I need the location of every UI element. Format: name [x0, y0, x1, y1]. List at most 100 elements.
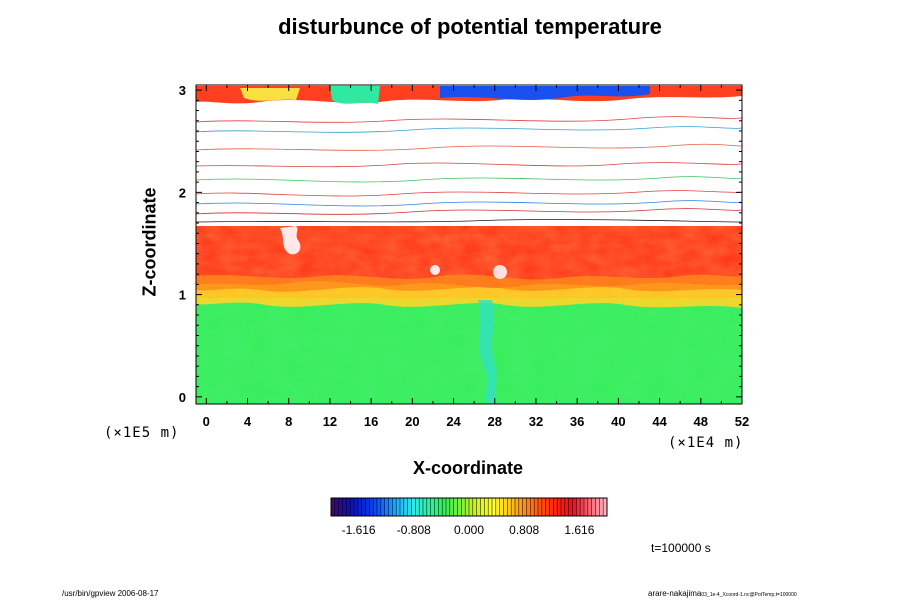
colorbar-cell [549, 498, 554, 516]
heatmap-warm-spot [493, 265, 507, 279]
footer-right-main: arare-nakajima [648, 589, 702, 598]
colorbar-cell [495, 498, 500, 516]
colorbar-cell [511, 498, 516, 516]
x-axis-label: X-coordinate [412, 458, 523, 478]
colorbar-cell [442, 498, 447, 516]
colorbar-cell [396, 498, 401, 516]
x-tick-label: 36 [570, 414, 584, 429]
x-tick-label: 0 [203, 414, 210, 429]
contour-line [195, 176, 743, 183]
contour-line [195, 116, 743, 123]
colorbar-cell [603, 498, 608, 516]
colorbar-cell [568, 498, 573, 516]
colorbar-cell [365, 498, 370, 516]
colorbar-cell [553, 498, 558, 516]
colorbar-cell [587, 498, 592, 516]
colorbar-cell [561, 498, 566, 516]
y-tick-label: 3 [179, 83, 186, 98]
colorbar-cell [461, 498, 466, 516]
colorbar-cell [503, 498, 508, 516]
colorbar-cell [457, 498, 462, 516]
colorbar-cell [515, 498, 520, 516]
colorbar-cell [499, 498, 504, 516]
colorbar-cell [426, 498, 431, 516]
x-tick-label: 28 [488, 414, 502, 429]
colorbar-cell [557, 498, 562, 516]
contour-line [195, 162, 743, 168]
x-tick-label: 44 [652, 414, 667, 429]
colorbar-cell [380, 498, 385, 516]
colorbar-cell [419, 498, 424, 516]
colorbar-tick-label: 1.616 [564, 523, 594, 537]
contour-line [195, 208, 743, 215]
colorbar-cell [572, 498, 577, 516]
colorbar-cell [384, 498, 389, 516]
heatmap-field [196, 85, 742, 404]
colorbar-cell [350, 498, 355, 516]
colorbar-cell [545, 498, 550, 516]
colorbar-cell [434, 498, 439, 516]
x-tick-label: 4 [244, 414, 252, 429]
x-tick-label: 20 [405, 414, 419, 429]
colorbar-cell [354, 498, 359, 516]
contour-line [195, 219, 743, 223]
colorbar-cell [465, 498, 470, 516]
y-tick-labels: 0 1 2 3 [179, 83, 186, 405]
heatmap-transition-band-orange [196, 274, 742, 292]
contour-line [195, 143, 743, 151]
x-tick-labels: 0 4 8 12 16 20 24 28 32 36 40 44 48 52 [203, 414, 750, 429]
heatmap-neutral-texture [196, 296, 742, 404]
colorbar-cell [346, 498, 351, 516]
colorbar-cell [507, 498, 512, 516]
colorbar-cell [484, 498, 489, 516]
colorbar-cell [423, 498, 428, 516]
colorbar-cell [469, 498, 474, 516]
x-tick-label: 16 [364, 414, 378, 429]
chart-title: disturbunce of potential temperature [278, 14, 662, 39]
colorbar-cell [453, 498, 458, 516]
colorbar-cell [407, 498, 412, 516]
colorbar-cell [334, 498, 339, 516]
x-tick-label: 48 [694, 414, 708, 429]
colorbar-cell [541, 498, 546, 516]
heatmap-quiet-layer [196, 85, 742, 226]
heatmap-plume [478, 300, 497, 404]
contour-line [195, 126, 743, 133]
colorbar-cell [430, 498, 435, 516]
x-tick-label: 8 [285, 414, 292, 429]
colorbar-cell [564, 498, 569, 516]
y-tick-label: 1 [179, 288, 186, 303]
colorbar-cell [361, 498, 366, 516]
colorbar-cell [472, 498, 477, 516]
colorbar-frame [330, 497, 608, 517]
colorbar-tick-label: -0.808 [397, 523, 431, 537]
colorbar-cell [538, 498, 543, 516]
x-tick-label: 24 [446, 414, 461, 429]
colorbar-tick-label: 0.808 [509, 523, 539, 537]
colorbar-cell [369, 498, 374, 516]
heatmap-warm-spot [430, 265, 440, 275]
y-tick-marks [196, 89, 742, 398]
colorbar-tick-label: 0.000 [454, 523, 484, 537]
heatmap-top-band-yellow [240, 88, 300, 101]
y-tick-label: 2 [179, 185, 186, 200]
contour-line [195, 200, 743, 207]
time-label: t=100000 s [651, 541, 711, 555]
x-tick-marks [205, 85, 743, 404]
y-axis-unit: (×1E5 m) [104, 425, 180, 441]
colorbar-cell [580, 498, 585, 516]
colorbar-cell [522, 498, 527, 516]
contour-lines [195, 116, 743, 223]
colorbar-cell [530, 498, 535, 516]
colorbar-cell [403, 498, 408, 516]
colorbar-cell [591, 498, 596, 516]
colorbar-tick-label: -1.616 [342, 523, 376, 537]
footer-right-sub: 03_1e-4_Xcoord-1.nc@PotTemp,t=100000 [701, 592, 797, 598]
colorbar-cell [599, 498, 604, 516]
x-axis-unit: (×1E4 m) [668, 435, 744, 451]
colorbar-cell [331, 498, 336, 516]
x-tick-label: 40 [611, 414, 625, 429]
plot-frame [195, 84, 743, 405]
colorbar-cell [576, 498, 581, 516]
